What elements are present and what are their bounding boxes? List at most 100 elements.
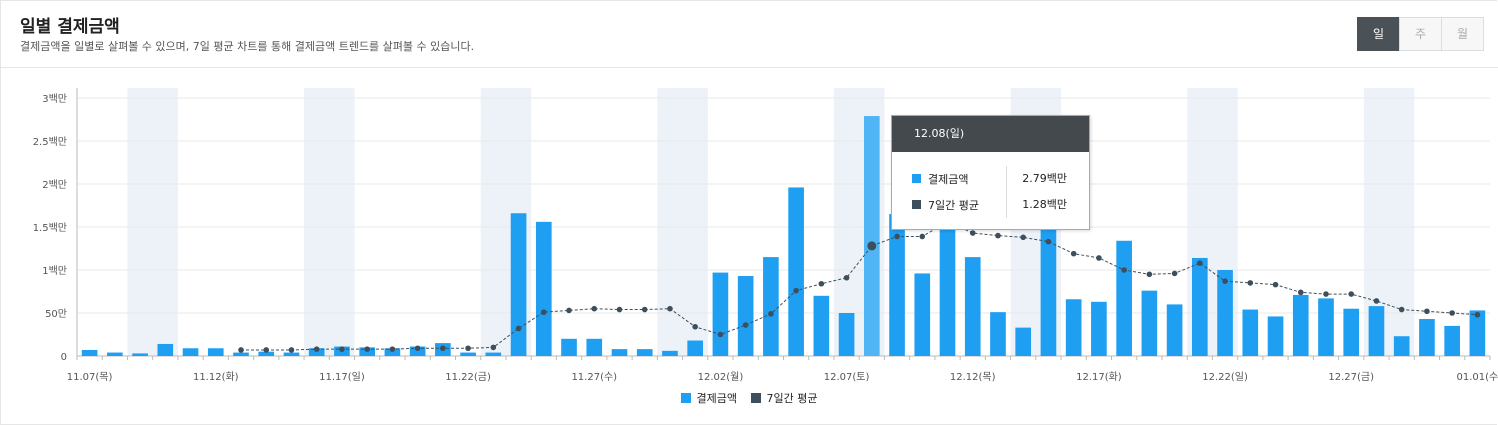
bar[interactable] — [1292, 294, 1309, 356]
bar[interactable] — [788, 187, 804, 356]
tooltip-label: 7일간 평균 — [928, 199, 979, 212]
bar[interactable] — [863, 116, 880, 356]
legend-item-average[interactable]: 7일간 평균 — [750, 390, 817, 406]
tooltip-value: 2.79백만 — [1006, 166, 1071, 192]
bar[interactable] — [1242, 309, 1259, 356]
panel-header: 일별 결제금액 결제금액을 일별로 살펴볼 수 있으며, 7일 평균 차트를 통… — [0, 0, 1498, 68]
average-point — [1020, 234, 1027, 241]
line-swatch-icon — [912, 200, 921, 209]
tooltip-value: 1.28백만 — [1006, 192, 1071, 218]
tooltip-row-average: 7일간 평균 1.28백만 — [892, 192, 1089, 218]
bar[interactable] — [1141, 290, 1158, 356]
bar[interactable] — [81, 349, 98, 356]
bar[interactable] — [1267, 316, 1284, 356]
x-tick-label: 12.02(월) — [698, 371, 744, 383]
average-point — [1121, 267, 1127, 273]
bar[interactable] — [132, 353, 148, 356]
bar[interactable] — [1318, 298, 1334, 356]
bar[interactable] — [990, 312, 1006, 356]
bar[interactable] — [1091, 301, 1107, 356]
line-swatch-icon — [750, 393, 761, 403]
chart-tooltip: 12.08(일) 결제금액 2.79백만 7일간 평균 1.28백만 — [891, 115, 1090, 230]
bar[interactable] — [914, 273, 931, 356]
average-point — [364, 346, 370, 352]
bar[interactable] — [485, 352, 502, 356]
bar[interactable] — [107, 352, 123, 356]
bar[interactable] — [409, 346, 426, 356]
x-tick-label: 12.07(토) — [824, 372, 870, 383]
average-point — [919, 233, 926, 240]
average-point — [1197, 260, 1203, 266]
bar[interactable] — [510, 213, 527, 356]
bar[interactable] — [662, 350, 678, 356]
x-tick-label: 11.17(일) — [319, 371, 365, 383]
x-tick-label: 11.22(금) — [445, 371, 491, 383]
bar[interactable] — [586, 338, 603, 356]
tooltip-label: 결제금액 — [928, 173, 969, 186]
bar[interactable] — [1192, 257, 1208, 356]
weekend-band — [304, 88, 355, 356]
toggle-month-button[interactable]: 월 — [1441, 17, 1484, 51]
toggle-week-button[interactable]: 주 — [1399, 17, 1442, 51]
average-point — [1146, 271, 1153, 278]
average-point — [1247, 280, 1254, 286]
average-point — [465, 345, 471, 352]
average-point — [591, 305, 598, 312]
average-point — [667, 305, 673, 312]
average-point — [1398, 306, 1405, 313]
average-point — [1096, 255, 1102, 261]
average-point — [1297, 289, 1304, 296]
bar[interactable] — [1015, 327, 1032, 356]
bar[interactable] — [636, 349, 653, 356]
daily-payment-chart[interactable]: 0 50만 1백만 1.5백만 2백만 2.5백만 3백만 11.07(목) 11.12(화) 1… — [0, 68, 1498, 388]
bar[interactable] — [1368, 306, 1385, 356]
bar[interactable] — [460, 352, 476, 356]
weekend-band — [127, 88, 178, 356]
y-tick-label: 2.5백만 — [33, 136, 67, 148]
bar[interactable] — [737, 276, 754, 356]
bar[interactable] — [611, 349, 628, 356]
bar[interactable] — [964, 257, 981, 356]
period-toggle: 일 주 월 — [1357, 17, 1484, 51]
tooltip-date: 12.08(일) — [892, 116, 1089, 152]
bar[interactable] — [561, 338, 577, 356]
bar[interactable] — [1343, 308, 1360, 356]
x-tick-label: 12.12(목) — [950, 371, 996, 383]
toggle-day-button[interactable]: 일 — [1357, 17, 1400, 51]
bar[interactable] — [283, 352, 300, 356]
bar[interactable] — [308, 348, 325, 356]
bar[interactable] — [207, 348, 224, 356]
average-point — [389, 346, 396, 352]
bar[interactable] — [182, 348, 199, 356]
legend-item-amount[interactable]: 결제금액 — [680, 390, 737, 406]
y-tick-label: 2백만 — [42, 179, 67, 191]
bar[interactable] — [535, 221, 552, 356]
bar[interactable] — [157, 343, 174, 356]
bar[interactable] — [1419, 319, 1435, 356]
average-point — [969, 230, 976, 236]
bar[interactable] — [813, 295, 830, 356]
bar[interactable] — [763, 257, 779, 356]
bar[interactable] — [384, 348, 401, 356]
bar[interactable] — [712, 272, 729, 356]
x-tick-label: 12.27(금) — [1328, 371, 1374, 383]
average-point — [339, 346, 345, 352]
bar[interactable] — [1065, 299, 1082, 356]
bar[interactable] — [889, 214, 905, 356]
y-tick-label: 3백만 — [42, 93, 67, 105]
bar[interactable] — [687, 340, 704, 356]
bar[interactable] — [1217, 270, 1233, 356]
bar[interactable] — [1444, 325, 1460, 356]
average-point — [843, 274, 850, 281]
bar[interactable] — [258, 351, 275, 356]
chart-legend: 결제금액 7일간 평균 — [0, 390, 1498, 406]
bar[interactable] — [1469, 310, 1486, 356]
bar[interactable] — [233, 352, 249, 356]
average-point — [540, 309, 547, 315]
bar[interactable] — [1166, 304, 1183, 356]
bar[interactable] — [1116, 240, 1132, 356]
bar[interactable] — [1393, 336, 1410, 356]
average-point — [1323, 291, 1329, 297]
average-point — [414, 345, 421, 352]
bar[interactable] — [838, 313, 855, 356]
